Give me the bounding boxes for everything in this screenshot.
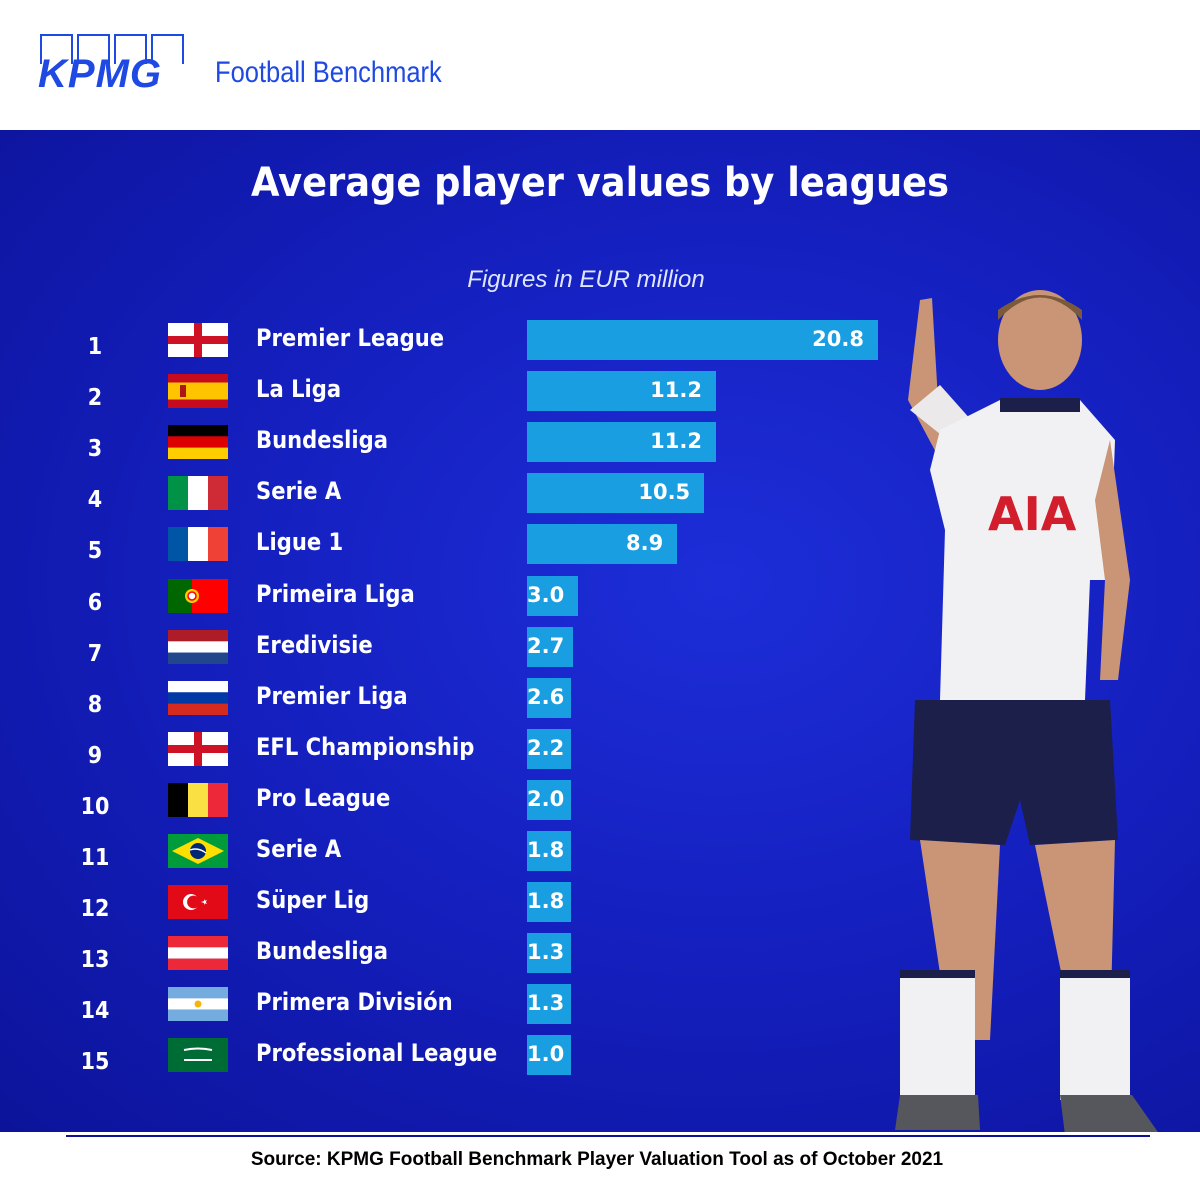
category-label: Bundesliga	[256, 937, 389, 966]
bar	[527, 984, 571, 1025]
data-label: 3.0	[527, 582, 565, 607]
category-label: Primeira Liga	[256, 579, 415, 608]
rank-label: 2	[87, 385, 103, 412]
flag-spain-icon	[168, 374, 228, 409]
category-label: Ligue 1	[256, 528, 344, 557]
data-label: 1.8	[527, 838, 565, 862]
player-silhouette-image: AIA	[895, 290, 1158, 1132]
flag-italy-icon	[168, 476, 228, 511]
category-label: Süper Lig	[256, 886, 370, 915]
rank-label: 15	[80, 1049, 110, 1076]
flag-france-icon	[168, 527, 228, 562]
rank-label: 10	[80, 793, 110, 820]
bar	[527, 320, 878, 360]
rank-label: 11	[80, 845, 110, 871]
flag-england-icon	[168, 731, 228, 766]
category-label: Primera División	[256, 988, 453, 1017]
data-label: 20.8	[812, 327, 864, 351]
bar	[527, 882, 571, 923]
bar	[527, 524, 678, 565]
flag-turkey-icon	[168, 885, 228, 920]
data-label: 1.3	[527, 991, 565, 1016]
svg-text:AIA: AIA	[988, 487, 1077, 541]
flag-belgium-icon	[168, 782, 228, 817]
rank-label: 12	[80, 896, 110, 923]
rank-label: 7	[87, 640, 103, 667]
rank-label: 1	[87, 334, 103, 360]
flag-netherlands-icon	[168, 629, 228, 664]
data-label: 8.9	[625, 531, 664, 556]
category-label: EFL Championship	[256, 732, 475, 761]
category-label: Pro League	[256, 783, 391, 812]
category-label: Eredivisie	[256, 630, 373, 659]
bar	[527, 422, 716, 463]
bar	[527, 1035, 571, 1076]
category-label: Premier Liga	[256, 681, 408, 710]
category-label: Bundesliga	[256, 426, 389, 455]
bar	[527, 473, 705, 514]
category-label: Serie A	[256, 477, 342, 506]
data-label: 1.3	[527, 940, 565, 965]
rank-label: 4	[87, 487, 103, 514]
bar	[527, 371, 716, 412]
bar	[527, 728, 571, 769]
data-label: 2.2	[527, 735, 565, 760]
rank-label: 8	[87, 691, 103, 718]
bar	[527, 677, 571, 718]
data-label: 10.5	[638, 480, 691, 505]
flag-austria-icon	[168, 936, 228, 971]
flag-portugal-icon	[168, 578, 228, 613]
bar	[527, 575, 578, 616]
bar	[527, 831, 571, 871]
chart-subtitle: Figures in EUR million	[467, 266, 705, 293]
source-note: Source: KPMG Football Benchmark Player V…	[250, 1149, 944, 1170]
data-label: 1.8	[527, 889, 565, 914]
bar	[527, 779, 571, 820]
data-label: 11.2	[650, 429, 702, 454]
flag-russia-icon	[168, 680, 228, 715]
bar	[527, 626, 573, 667]
category-label: Premier League	[256, 324, 445, 352]
flag-brazil-icon	[168, 834, 228, 868]
product-name: Football Benchmark	[215, 56, 442, 89]
flag-saudi-arabia-icon	[168, 1038, 228, 1073]
rank-label: 3	[87, 436, 103, 463]
header: KPMG Football Benchmark	[0, 0, 1200, 130]
rank-label: 5	[87, 538, 103, 565]
kpmg-logo: KPMG	[38, 52, 162, 96]
data-label: 2.6	[527, 684, 565, 709]
flag-argentina-icon	[168, 987, 228, 1022]
data-label: 1.0	[527, 1042, 565, 1067]
data-label: 2.0	[527, 786, 565, 811]
bar	[527, 933, 571, 974]
category-label: La Liga	[256, 375, 342, 404]
rank-label: 6	[87, 589, 103, 616]
flag-germany-icon	[168, 425, 228, 460]
rank-label: 9	[87, 742, 103, 769]
kpmg-logo-boxes	[40, 34, 184, 64]
flag-england-icon	[168, 323, 228, 357]
rank-label: 13	[80, 947, 110, 974]
category-label: Serie A	[256, 835, 342, 863]
chart-title: Average player values by leagues	[250, 160, 950, 206]
rank-label: 14	[80, 998, 110, 1025]
data-label: 11.2	[650, 378, 702, 403]
category-label: Professional League	[256, 1039, 498, 1068]
footer-divider	[66, 1135, 1150, 1137]
data-label: 2.7	[527, 633, 565, 658]
